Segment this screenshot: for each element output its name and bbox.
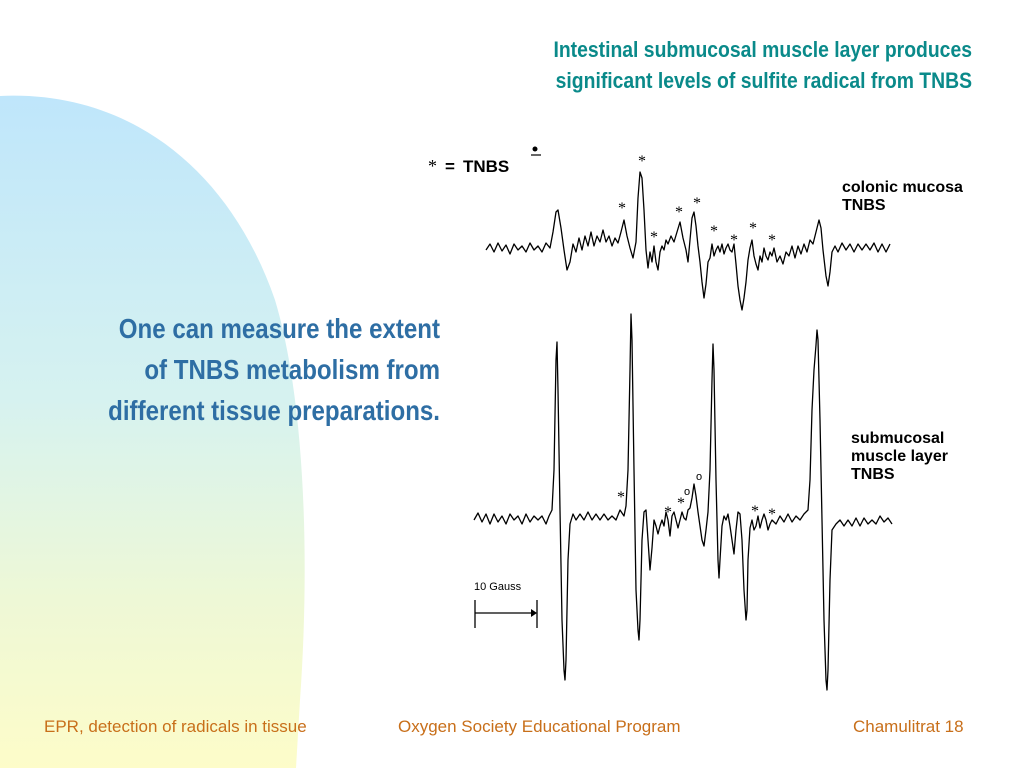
peak-marker-circle: o (696, 471, 702, 483)
scale-bar-label: 10 Gauss (474, 581, 522, 593)
title-line-2: significant levels of sulfite radical fr… (555, 68, 972, 93)
footer-left: EPR, detection of radicals in tissue (44, 717, 307, 736)
label-line: TNBS (842, 197, 886, 214)
legend-equals: = (445, 157, 455, 176)
radical-dot-symbol (532, 146, 538, 152)
peak-marker-asterisk: * (751, 503, 759, 520)
legend-asterisk: * (428, 156, 437, 176)
peak-marker-asterisk: * (749, 220, 757, 237)
submucosal-muscle-label: submucosal muscle layer TNBS (851, 430, 948, 484)
peak-marker-asterisk: * (664, 504, 672, 521)
scale-bar-arrowhead (531, 609, 537, 617)
peak-marker-asterisk: * (677, 495, 685, 512)
colonic-mucosa-label: colonic mucosa TNBS (842, 179, 963, 215)
peak-marker-asterisk: * (768, 232, 776, 249)
slide-title: Intestinal submucosal muscle layer produ… (504, 34, 972, 96)
peak-marker-asterisk: * (710, 223, 718, 240)
peak-marker-circle: o (684, 486, 690, 498)
peak-marker-asterisk: * (768, 506, 776, 523)
figure-legend: * = TNBS (428, 156, 509, 177)
colonic-mucosa-spectrum-trace (485, 171, 891, 311)
submucosal-muscle-spectrum-trace (473, 313, 893, 691)
label-line: submucosal (851, 430, 945, 447)
body-line-2: of TNBS metabolism from (144, 354, 440, 385)
peak-marker-asterisk: * (730, 232, 738, 249)
label-line: muscle layer (851, 448, 948, 465)
footer-center: Oxygen Society Educational Program (398, 717, 681, 736)
title-line-1: Intestinal submucosal muscle layer produ… (553, 37, 972, 62)
footer-right: Chamulitrat 18 (853, 717, 964, 736)
slide-body-text: One can measure the extent of TNBS metab… (79, 308, 440, 431)
peak-marker-asterisk: * (675, 204, 683, 221)
peak-marker-asterisk: * (693, 195, 701, 212)
peak-marker-asterisk: * (638, 153, 646, 170)
label-line: colonic mucosa (842, 179, 963, 196)
body-line-3: different tissue preparations. (108, 395, 440, 426)
body-line-1: One can measure the extent (118, 313, 441, 344)
peak-marker-asterisk: * (650, 229, 658, 246)
legend-label: TNBS (462, 157, 510, 176)
peak-marker-asterisk: * (618, 200, 626, 217)
label-line: TNBS (851, 466, 895, 483)
peak-marker-asterisk: * (617, 489, 625, 506)
